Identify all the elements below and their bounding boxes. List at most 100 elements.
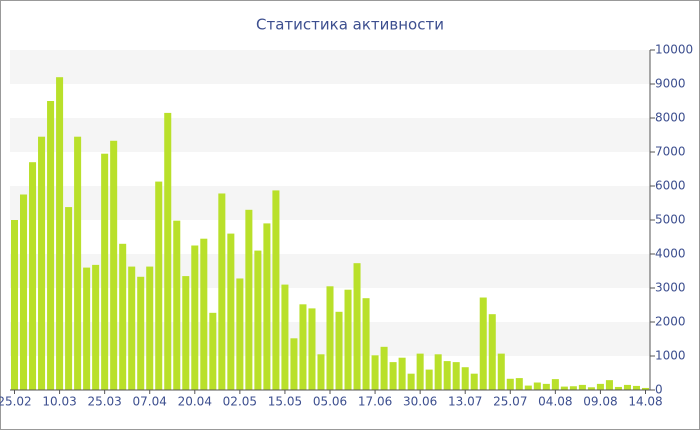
bar bbox=[425, 369, 433, 390]
bar bbox=[326, 286, 334, 390]
grid-band bbox=[10, 118, 650, 152]
y-tick-label: 1000 bbox=[655, 349, 686, 363]
y-tick-label: 7000 bbox=[655, 145, 686, 159]
bar bbox=[524, 385, 532, 390]
bar bbox=[38, 136, 46, 390]
x-tick-label: 14.08 bbox=[628, 395, 662, 409]
bar bbox=[470, 373, 478, 390]
bar bbox=[371, 355, 379, 390]
x-tick-label: 15.05 bbox=[268, 395, 302, 409]
bar bbox=[47, 101, 55, 390]
bar bbox=[461, 367, 469, 390]
x-tick-label: 25.03 bbox=[87, 395, 121, 409]
bar bbox=[101, 153, 109, 390]
bar bbox=[515, 378, 523, 390]
bar bbox=[254, 250, 262, 390]
bar bbox=[344, 289, 352, 390]
bar bbox=[317, 354, 325, 390]
bar bbox=[488, 314, 496, 390]
x-tick-label: 09.08 bbox=[583, 395, 617, 409]
bar bbox=[263, 223, 271, 390]
bar bbox=[245, 209, 253, 390]
y-tick-label: 5000 bbox=[655, 213, 686, 227]
y-tick-label: 3000 bbox=[655, 281, 686, 295]
y-tick-label: 4000 bbox=[655, 247, 686, 261]
bar bbox=[137, 276, 145, 390]
bar bbox=[236, 278, 244, 390]
bar bbox=[380, 346, 388, 390]
bar bbox=[416, 353, 424, 390]
bar bbox=[569, 386, 577, 390]
bar bbox=[290, 338, 298, 390]
y-tick-label: 2000 bbox=[655, 315, 686, 329]
x-tick-label: 30.06 bbox=[403, 395, 437, 409]
bar bbox=[452, 362, 460, 390]
x-tick-label: 25.02 bbox=[0, 395, 32, 409]
bar bbox=[587, 387, 595, 390]
x-tick-label: 07.04 bbox=[133, 395, 167, 409]
bar bbox=[83, 267, 91, 390]
x-tick-label: 17.06 bbox=[358, 395, 392, 409]
bar bbox=[200, 238, 208, 390]
bar bbox=[335, 311, 343, 390]
bar bbox=[110, 140, 118, 390]
bar bbox=[560, 386, 568, 390]
bar bbox=[272, 190, 280, 390]
grid-band bbox=[10, 50, 650, 84]
bar bbox=[128, 266, 136, 390]
bar bbox=[74, 136, 82, 390]
bar bbox=[578, 384, 586, 390]
chart-title: Статистика активности bbox=[256, 16, 444, 34]
bar bbox=[398, 357, 406, 390]
bar bbox=[632, 385, 640, 390]
bar bbox=[155, 181, 163, 390]
bar bbox=[434, 354, 442, 390]
y-tick-label: 10000 bbox=[655, 43, 693, 57]
bar bbox=[281, 284, 289, 390]
bar bbox=[218, 193, 226, 390]
bar bbox=[227, 233, 235, 390]
y-tick-label: 9000 bbox=[655, 77, 686, 91]
x-tick-label: 04.08 bbox=[538, 395, 572, 409]
bar bbox=[119, 243, 127, 390]
bar bbox=[56, 77, 64, 390]
bar bbox=[164, 112, 172, 391]
x-tick-label: 02.05 bbox=[223, 395, 257, 409]
bar bbox=[389, 362, 397, 390]
bar bbox=[542, 383, 550, 390]
bar bbox=[605, 380, 613, 390]
bar bbox=[182, 276, 190, 390]
x-tick-label: 05.06 bbox=[313, 395, 347, 409]
bar bbox=[92, 264, 100, 390]
bar bbox=[146, 266, 154, 390]
bar bbox=[407, 373, 415, 390]
bar bbox=[308, 308, 316, 390]
bar bbox=[65, 207, 73, 390]
bar bbox=[443, 361, 451, 390]
y-tick-label: 0 bbox=[655, 383, 663, 397]
bar bbox=[209, 312, 217, 390]
bar bbox=[641, 387, 650, 390]
bar bbox=[614, 386, 622, 390]
bar bbox=[353, 263, 361, 390]
x-tick-label: 13.07 bbox=[448, 395, 482, 409]
x-tick-label: 10.03 bbox=[42, 395, 76, 409]
bar bbox=[173, 220, 181, 390]
bar bbox=[29, 162, 37, 390]
bar bbox=[596, 383, 604, 390]
bar bbox=[20, 194, 28, 390]
bar bbox=[479, 297, 487, 390]
bar bbox=[551, 379, 559, 390]
bar bbox=[533, 382, 541, 390]
y-tick-label: 6000 bbox=[655, 179, 686, 193]
y-tick-label: 8000 bbox=[655, 111, 686, 125]
bar bbox=[362, 298, 370, 390]
bar bbox=[497, 353, 505, 390]
bar bbox=[10, 220, 19, 390]
bar bbox=[506, 378, 514, 390]
x-tick-label: 20.04 bbox=[178, 395, 212, 409]
bar bbox=[623, 384, 631, 390]
bar bbox=[299, 304, 307, 390]
